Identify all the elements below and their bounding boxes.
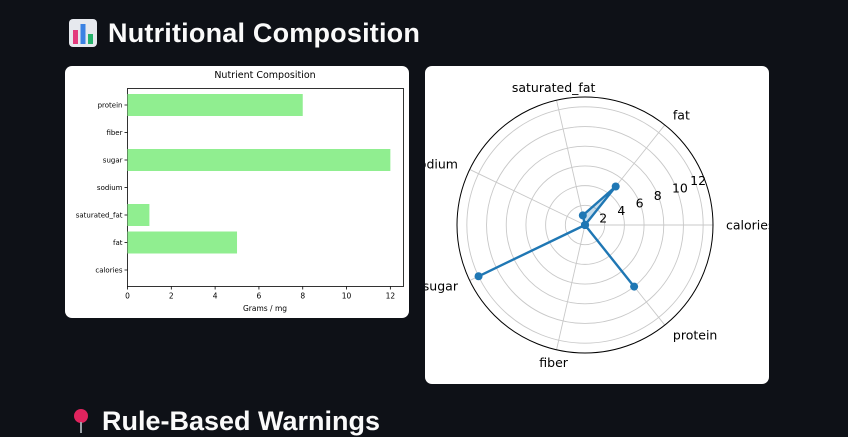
radar-r-label: 2 bbox=[599, 210, 607, 225]
radar-category-protein: protein bbox=[673, 328, 717, 343]
bar-plot-frame bbox=[127, 88, 404, 287]
bar-chart-xlabel: Grams / mg bbox=[243, 304, 287, 313]
page-header: Nutritional Composition bbox=[68, 16, 420, 50]
radar-r-label: 6 bbox=[636, 195, 644, 210]
radar-point-protein bbox=[630, 282, 639, 291]
bar-saturated_fat bbox=[127, 204, 150, 226]
radar-category-fiber: fiber bbox=[539, 355, 568, 370]
radar-r-label: 12 bbox=[690, 173, 706, 188]
radar-category-sugar: sugar bbox=[425, 279, 459, 294]
radar-r-label: 8 bbox=[654, 188, 662, 203]
ytick-label-fiber: fiber bbox=[106, 129, 122, 137]
pushpin-icon bbox=[74, 409, 88, 433]
nutrient-bar-chart: Nutrient Composition calories fat saturate… bbox=[76, 70, 404, 313]
radar-category-sodium: sodium bbox=[425, 156, 458, 171]
next-section-title: Rule-Based Warnings bbox=[102, 405, 381, 436]
radar-outer-frame bbox=[456, 96, 714, 354]
radar-series-line bbox=[477, 185, 636, 288]
radar-spoke bbox=[556, 224, 586, 350]
radar-point-sugar bbox=[474, 272, 483, 281]
radar-category-fat: fat bbox=[673, 107, 690, 122]
next-section-header: Rule-Based Warnings bbox=[70, 406, 380, 436]
radar-category-calories: calories bbox=[726, 218, 769, 233]
radar-spoke bbox=[469, 169, 586, 226]
bar-fat bbox=[127, 231, 238, 254]
radar-category-saturated_fat: saturated_fat bbox=[512, 80, 596, 95]
radar-r-label: 4 bbox=[617, 203, 625, 218]
radar-point-fiber bbox=[581, 221, 589, 229]
ytick-label-sodium: sodium bbox=[97, 184, 123, 192]
xtick-label: 0 bbox=[125, 292, 130, 301]
radar-spoke bbox=[556, 100, 586, 226]
bar-chart-card: Nutrient Composition calories fat saturate… bbox=[65, 66, 409, 318]
ytick-label-sugar: sugar bbox=[103, 157, 123, 165]
bar-chart-icon bbox=[69, 19, 97, 47]
radar-point-fat bbox=[611, 182, 620, 191]
ytick-label-saturated_fat: saturated_fat bbox=[76, 212, 123, 220]
bar-chart-title: Nutrient Composition bbox=[214, 70, 315, 81]
ytick-label-fat: fat bbox=[113, 239, 123, 247]
xtick-label: 4 bbox=[213, 292, 218, 301]
page-title: Nutritional Composition bbox=[108, 17, 421, 48]
ytick-label-protein: protein bbox=[98, 102, 123, 110]
radar-r-label: 10 bbox=[672, 180, 688, 195]
bar-protein bbox=[127, 94, 303, 116]
radar-series-fill bbox=[478, 186, 635, 287]
xtick-label: 2 bbox=[169, 292, 174, 301]
xtick-label: 10 bbox=[342, 292, 352, 301]
radar-point-saturated_fat bbox=[578, 211, 587, 220]
bar-sugar bbox=[127, 149, 391, 171]
xtick-label: 12 bbox=[386, 292, 396, 301]
xtick-label: 8 bbox=[300, 292, 305, 301]
ytick-label-calories: calories bbox=[95, 267, 122, 275]
xtick-label: 6 bbox=[257, 292, 262, 301]
